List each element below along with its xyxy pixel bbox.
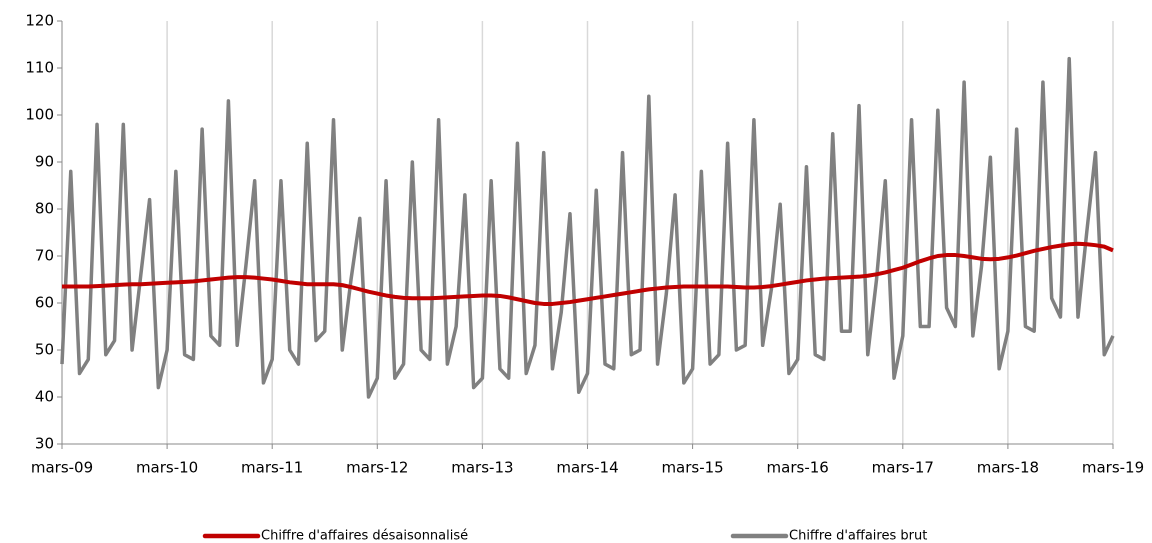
x-tick-label: mars-19 [1082,459,1144,477]
y-tick-label: 80 [35,200,54,218]
y-tick-label: 60 [35,294,54,312]
x-tick-label: mars-17 [872,459,934,477]
y-tick-label: 50 [35,341,54,359]
x-tick-label: mars-16 [767,459,829,477]
x-tick-label: mars-12 [346,459,408,477]
y-tick-label: 70 [35,247,54,265]
x-tick-label: mars-18 [977,459,1039,477]
legend-label: Chiffre d'affaires brut [789,529,927,543]
x-tick-label: mars-13 [451,459,513,477]
y-tick-label: 120 [25,12,54,30]
x-tick-label: mars-15 [661,459,723,477]
y-tick-label: 100 [25,106,54,124]
y-tick-label: 90 [35,153,54,171]
x-tick-label: mars-09 [31,459,93,477]
x-tick-label: mars-11 [241,459,303,477]
x-tick-label: mars-14 [556,459,618,477]
y-tick-label: 30 [35,435,54,453]
y-tick-label: 40 [35,388,54,406]
series-line [60,56,1115,399]
y-tick-label: 110 [25,59,54,77]
legend-label: Chiffre d'affaires désaisonnalisé [261,529,468,543]
x-tick-label: mars-10 [136,459,198,477]
series-line [62,241,1114,306]
